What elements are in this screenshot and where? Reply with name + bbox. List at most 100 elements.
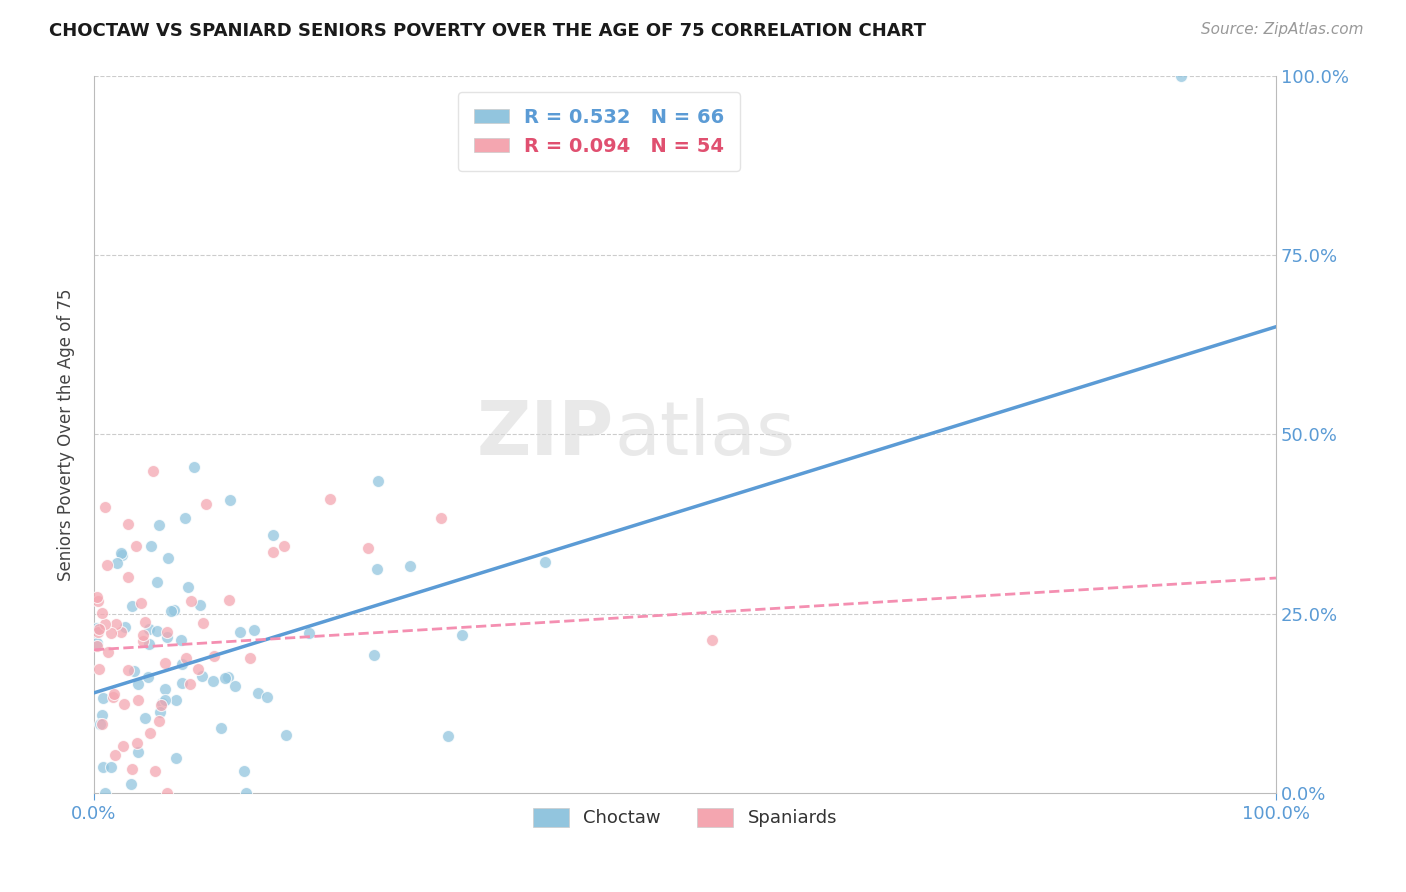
Point [534,555,557,569]
Point [170,632,193,647]
Point [202,649,225,664]
Point [246,686,269,700]
Point [148,714,170,729]
Point [97,644,120,658]
Point [273,539,295,553]
Point [138,637,160,651]
Point [209,721,232,735]
Point [86,636,108,650]
Point [117,516,139,531]
Point [179,677,201,691]
Point [87,624,110,639]
Point [367,474,389,488]
Legend: Choctaw, Spaniards: Choctaw, Spaniards [526,801,845,835]
Text: Source: ZipAtlas.com: Source: ZipAtlas.com [1201,22,1364,37]
Point [89,622,111,636]
Point [276,728,298,742]
Point [125,539,148,553]
Point [186,662,208,676]
Point [142,464,165,478]
Point [180,594,202,608]
Point [150,698,173,712]
Point [114,620,136,634]
Point [90,607,112,621]
Point [214,671,236,685]
Point [450,628,472,642]
Point [366,562,388,576]
Point [138,622,160,636]
Point [91,691,114,706]
Point [363,648,385,663]
Point [262,545,284,559]
Point [437,729,460,743]
Point [170,675,193,690]
Point [700,633,723,648]
Point [100,760,122,774]
Point [177,580,200,594]
Point [155,657,177,671]
Point [157,551,180,566]
Point [224,679,246,693]
Point [238,651,260,665]
Point [127,692,149,706]
Point [120,777,142,791]
Point [91,707,114,722]
Point [201,673,224,688]
Point [235,786,257,800]
Point [218,493,240,508]
Point [155,630,177,644]
Point [89,662,111,676]
Point [191,615,214,630]
Point [122,664,145,678]
Point [94,616,117,631]
Point [357,541,380,556]
Point [156,624,179,639]
Point [150,697,173,711]
Point [233,764,256,778]
Point [217,670,239,684]
Point [218,592,240,607]
Point [132,633,155,648]
Point [229,624,252,639]
Point [174,511,197,525]
Point [149,705,172,719]
Y-axis label: Seniors Poverty Over the Age of 75: Seniors Poverty Over the Age of 75 [58,288,75,581]
Point [134,615,156,630]
Point [146,624,169,639]
Point [129,597,152,611]
Point [143,764,166,778]
Point [94,786,117,800]
Point [127,677,149,691]
Point [188,598,211,612]
Point [94,500,117,514]
Point [90,717,112,731]
Point [165,751,187,765]
Point [103,687,125,701]
Text: atlas: atlas [614,398,794,471]
Point [110,546,132,560]
Point [195,497,218,511]
Point [86,639,108,653]
Point [105,616,128,631]
Point [117,663,139,677]
Point [159,604,181,618]
Point [101,690,124,704]
Point [107,556,129,570]
Point [121,599,143,614]
Point [156,786,179,800]
Point [242,623,264,637]
Point [165,693,187,707]
Point [153,682,176,697]
Point [104,747,127,762]
Point [87,593,110,607]
Point [174,650,197,665]
Point [148,517,170,532]
Point [112,697,135,711]
Point [86,590,108,604]
Point [139,539,162,553]
Point [319,492,342,507]
Point [96,558,118,573]
Point [110,625,132,640]
Point [256,690,278,705]
Point [100,625,122,640]
